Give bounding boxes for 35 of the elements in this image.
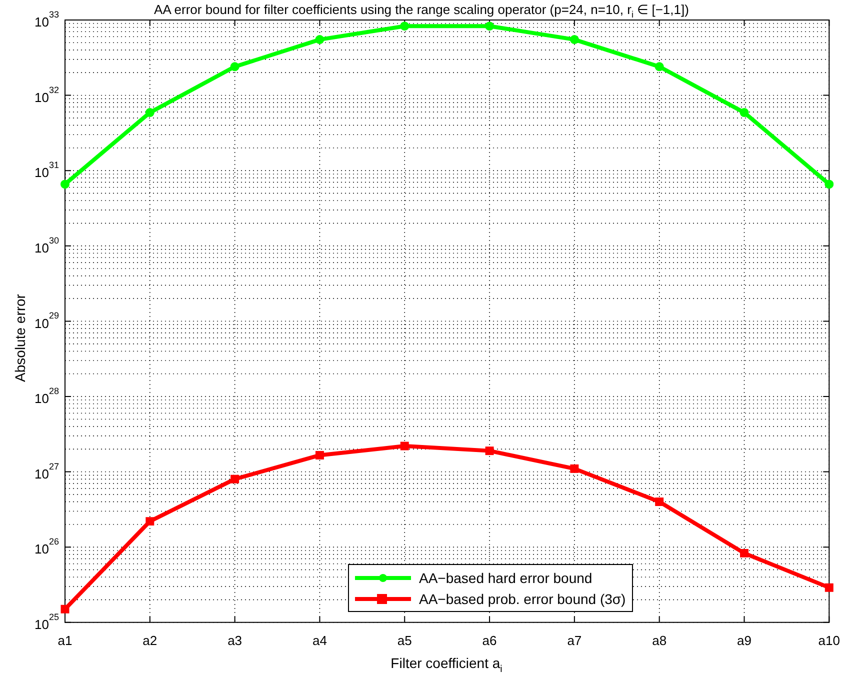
point	[400, 22, 410, 31]
point	[230, 62, 240, 72]
x-tick-label: a7	[567, 632, 582, 648]
point	[60, 604, 70, 614]
chart-title: AA error bound for filter coefficients using the range scaling operator (p=24, n=10, r$_{i}$ ∈ [−1,1])	[154, 2, 689, 20]
x-tick-label: a1	[58, 632, 72, 648]
x-tick-label: a5	[397, 632, 412, 648]
x-axis-title: Filter coefficient a$_{i}$	[390, 655, 504, 675]
x-tick-label: a9	[737, 632, 752, 648]
point	[485, 446, 494, 456]
legend-label: AA−based hard error bound	[419, 570, 592, 586]
point	[570, 35, 579, 44]
point	[315, 35, 324, 44]
point	[485, 22, 494, 31]
x-tick-label: a2	[142, 632, 158, 648]
legend-label: AA−based prob. error bound (3σ)	[419, 590, 626, 606]
x-tick-label: a3	[228, 632, 242, 648]
x-tick-label: a8	[652, 632, 667, 648]
y-axis-title: Absolute error	[12, 293, 28, 384]
point	[824, 180, 834, 189]
point	[824, 583, 834, 592]
point	[570, 464, 579, 473]
x-tick-label: a6	[482, 632, 497, 648]
point	[740, 108, 749, 118]
point	[315, 450, 324, 460]
point	[60, 180, 70, 189]
point	[145, 108, 154, 118]
point	[740, 548, 748, 558]
point	[230, 474, 240, 484]
point	[654, 62, 664, 72]
x-tick-label: a10	[818, 632, 840, 648]
point	[400, 442, 409, 450]
point	[655, 498, 664, 506]
point	[146, 517, 154, 526]
x-tick-label: a4	[312, 632, 327, 648]
